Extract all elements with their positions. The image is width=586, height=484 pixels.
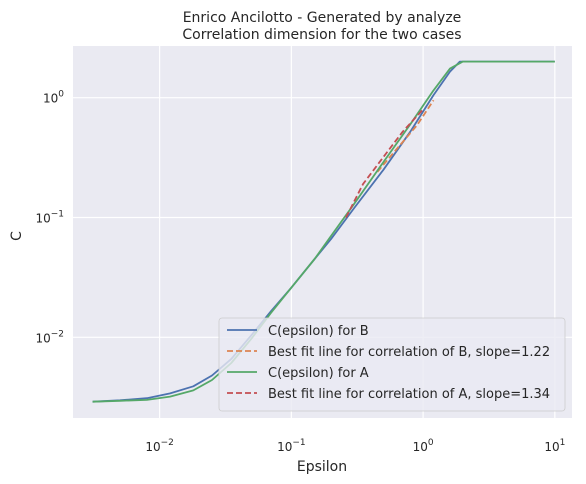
x-axis-label: Epsilon: [297, 459, 347, 475]
chart-subtitle: Correlation dimension for the two cases: [182, 27, 461, 43]
y-tick-label: 100: [43, 90, 64, 106]
x-axis-ticks: 10−2 10−1 100 101: [145, 438, 565, 454]
x-tick-label: 10−1: [277, 438, 306, 454]
fit-a-line: [345, 108, 424, 218]
x-tick-label: 101: [544, 438, 565, 454]
y-tick-label: 10−1: [35, 209, 64, 225]
series-a-line: [92, 60, 555, 403]
legend-label: C(epsilon) for A: [268, 366, 369, 381]
x-tick-label: 100: [413, 438, 434, 454]
y-tick-label: 10−2: [35, 329, 64, 345]
legend-label: Best fit line for correlation of A, slop…: [268, 387, 550, 402]
legend: C(epsilon) for B Best fit line for correl…: [218, 317, 566, 412]
x-tick-label: 10−2: [145, 438, 174, 454]
grid: [73, 46, 572, 418]
chart-title: Enrico Ancilotto - Generated by analyze: [183, 10, 462, 26]
series-layer: [92, 60, 555, 403]
fit-b-line: [376, 99, 435, 173]
legend-label: C(epsilon) for B: [268, 324, 369, 339]
legend-box: [218, 317, 566, 412]
y-axis-label: C: [9, 231, 25, 241]
y-axis-ticks: 10−2 10−1 100: [35, 90, 64, 346]
legend-label: Best fit line for correlation of B, slop…: [268, 345, 550, 360]
